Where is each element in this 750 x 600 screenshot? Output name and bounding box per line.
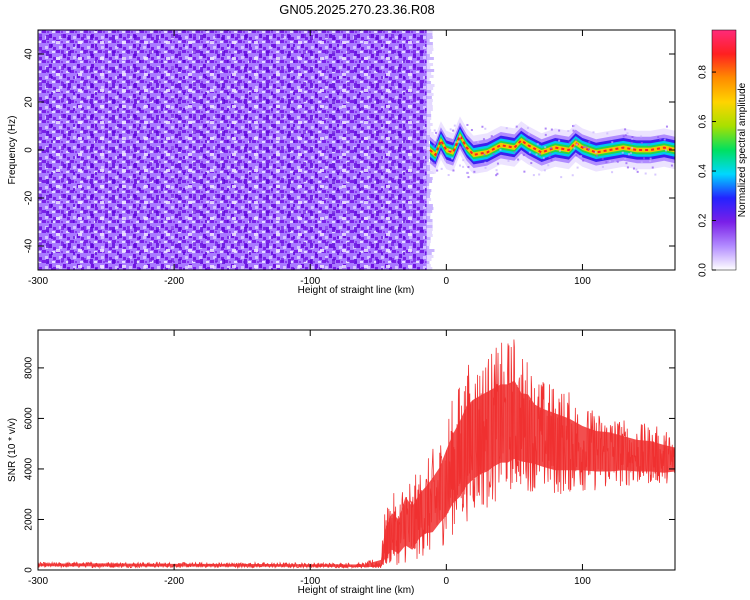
snr-x-tick-label: -100	[300, 576, 320, 587]
colorbar: 0.0 0.2 0.4 0.6 0.8 Normalized spectral ampl…	[698, 29, 748, 277]
spectrogram-y-tick-label: 0	[24, 147, 35, 153]
snr-layer	[38, 339, 675, 570]
colorbar-tick-label: 0.2	[698, 213, 709, 227]
snr-y-ticks: 0 2000 4000 6000 8000	[24, 356, 675, 573]
spectrogram-x-tick-label: 0	[444, 276, 450, 287]
spectrogram-y-ticks: -40 -20 0 20 40	[24, 48, 675, 253]
snr-x-ticks: -300 -200 -100 0 100	[28, 330, 591, 587]
spectrogram-y-axis-label: Frequency (Hz)	[7, 116, 18, 185]
colorbar-bar	[711, 29, 737, 271]
colorbar-tick-label: 0.8	[698, 65, 709, 79]
spectrogram-x-tick-label: 100	[574, 276, 591, 287]
snr-y-tick-label: 8000	[24, 356, 35, 379]
spectrogram-y-tick-label: 40	[24, 48, 35, 60]
spectrogram-x-ticks: -300 -200 -100 0 100	[28, 30, 591, 287]
snr-x-axis-label: Height of straight line (km)	[298, 585, 415, 596]
snr-y-axis-label: SNR (10 * v/v)	[7, 418, 18, 482]
colorbar-label: Normalized spectral amplitude	[737, 82, 748, 217]
colorbar-ticks: 0.0 0.2 0.4 0.6 0.8	[698, 65, 716, 277]
spectrogram-x-axis-label: Height of straight line (km)	[298, 285, 415, 296]
snr-y-tick-label: 6000	[24, 407, 35, 430]
noise-texture	[38, 30, 429, 270]
spectrogram-y-tick-label: -20	[24, 190, 35, 205]
colorbar-tick-label: 0.6	[698, 114, 709, 128]
figure-title: GN05.2025.270.23.36.R08	[279, 2, 434, 17]
colorbar-tick-label: 0.4	[698, 164, 709, 178]
noise-edge	[426, 30, 435, 270]
signal-core	[429, 133, 675, 157]
spectrogram-y-tick-label: 20	[24, 96, 35, 108]
heatmap-layer	[38, 30, 675, 270]
spectrogram-x-tick-label: -100	[300, 276, 320, 287]
snr-dense-band	[38, 380, 675, 567]
snr-x-tick-label: 0	[444, 576, 450, 587]
snr-x-tick-label: -200	[164, 576, 184, 587]
snr-frame	[37, 329, 676, 571]
spectrogram-y-tick-label: -40	[24, 238, 35, 253]
snr-y-tick-label: 2000	[24, 508, 35, 531]
spectrogram-x-tick-label: -200	[164, 276, 184, 287]
snr-y-tick-label: 4000	[24, 457, 35, 480]
snr-x-tick-label: 100	[574, 576, 591, 587]
snr-x-tick-label: -300	[28, 576, 48, 587]
signal-band-yellow	[430, 133, 675, 158]
colorbar-tick-label: 0.0	[698, 263, 709, 277]
snr-y-tick-label: 0	[24, 567, 35, 573]
spectrogram-x-tick-label: -300	[28, 276, 48, 287]
